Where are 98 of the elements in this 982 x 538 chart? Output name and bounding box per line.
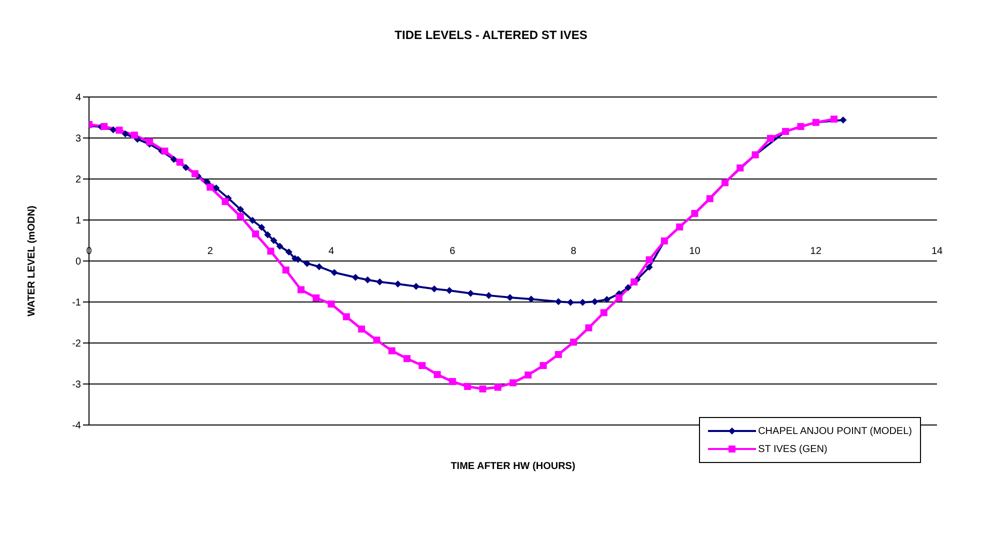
point [430,285,438,292]
point [328,300,335,308]
point [479,385,486,392]
legend-label: CHAPEL ANJOU POINT (MODEL) [758,426,912,436]
point [567,298,574,306]
point [797,123,804,130]
point [252,230,260,238]
point [285,248,292,256]
y-tick-label: 0 [75,256,82,268]
point [316,263,323,270]
point [646,256,653,264]
point [330,268,338,276]
point [830,116,838,123]
point [624,284,632,292]
legend-label: ST IVES (GEN) [758,444,828,454]
point [464,382,472,390]
point [110,126,117,134]
chart-title: TIDE LEVELS - ALTERED ST IVES [394,28,588,42]
point [182,164,190,172]
point [267,248,274,255]
point [448,378,456,386]
point [206,184,214,191]
point [506,294,514,301]
x-tick-label: 12 [810,246,822,257]
point [161,148,168,155]
point [494,384,502,391]
point [304,260,311,267]
point [467,290,474,297]
point [510,379,516,386]
point [146,138,154,146]
point [212,184,220,192]
point [264,231,272,238]
point [766,134,774,142]
point [404,355,410,362]
point [236,212,244,220]
point [358,326,366,333]
y-tick-label: 2 [75,174,82,186]
point [276,242,284,250]
point [282,266,290,274]
point [258,224,266,231]
point [434,371,441,378]
point [706,195,714,202]
point [528,296,535,303]
point [554,350,562,358]
point [446,287,453,294]
point [579,298,586,306]
point [176,158,184,166]
point [540,362,547,370]
point [840,116,847,124]
point [524,371,532,378]
y-tick-label: 3 [75,134,82,145]
y-tick-label: -4 [72,420,82,432]
point [554,298,562,306]
point [373,336,380,344]
x-tick-label: 2 [207,246,214,257]
point [418,362,426,370]
x-tick-label: 6 [450,246,456,257]
y-axis-title: WATER LEVEL (mODN) [26,206,38,316]
y-tick-label: -2 [72,338,82,350]
x-tick-label: 14 [931,246,943,257]
point [352,274,360,281]
point [298,286,304,294]
point [630,278,638,286]
point [249,216,256,224]
y-tick-label: -3 [72,380,82,391]
point [122,130,129,138]
point [676,223,684,230]
y-tick-label: -1 [72,298,82,309]
point [130,132,138,139]
point [485,292,492,299]
point [736,164,744,172]
point [646,264,653,271]
x-tick-label: 10 [689,246,701,257]
point [603,296,610,304]
point [192,170,198,178]
x-tick-label: 8 [570,246,577,257]
y-tick-label: 1 [75,216,82,227]
point [342,313,350,320]
point [116,126,123,134]
point [312,294,320,302]
point [376,278,384,286]
point [412,282,420,290]
point [270,237,278,244]
point [236,206,244,213]
point [364,276,372,284]
point [616,294,622,302]
x-axis-title: TIME AFTER HW (HOURS) [450,461,576,472]
x-tick-label: 4 [328,246,335,257]
point [100,123,108,130]
point [570,338,578,346]
point [591,298,598,306]
point [170,156,178,163]
point [222,198,229,206]
y-tick-label: 4 [75,92,82,104]
point [394,280,402,288]
point [600,309,608,316]
point [388,347,396,354]
point [585,324,592,332]
